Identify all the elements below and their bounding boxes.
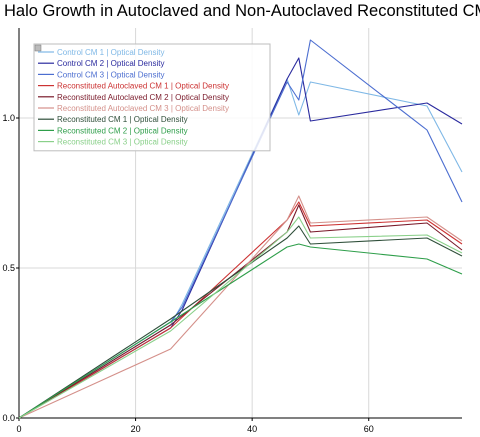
series-line-3 (18, 39, 463, 419)
legend-label: Control CM 1 | Optical Density (57, 48, 164, 57)
series-line-6 (18, 195, 463, 419)
x-tick-label: 40 (247, 424, 257, 434)
legend-box (33, 43, 271, 152)
legend-label: Reconstituted Autoclaved CM 1 | Optical … (57, 82, 229, 91)
series-line-7 (18, 225, 463, 419)
series-line-4 (18, 201, 463, 419)
x-tick-label: 60 (364, 424, 374, 434)
y-tick-label: 1.0 (2, 113, 15, 123)
series-line-1 (18, 78, 463, 419)
legend-label: Reconstituted CM 2 | Optical Density (57, 126, 188, 135)
series-line-5 (18, 204, 463, 419)
legend-handle-icon (34, 44, 42, 52)
legend-label: Control CM 2 | Optical Density (57, 59, 164, 68)
legend-label: Reconstituted Autoclaved CM 3 | Optical … (57, 104, 229, 113)
x-tick-label: 20 (131, 424, 141, 434)
x-tick-label: 0 (16, 424, 21, 434)
y-tick-label: 0.0 (2, 413, 15, 423)
legend-label: Control CM 3 | Optical Density (57, 70, 164, 79)
legend-label: Reconstituted CM 3 | Optical Density (57, 138, 188, 147)
y-tick-label: 0.5 (2, 263, 15, 273)
legend-label: Reconstituted Autoclaved CM 2 | Optical … (57, 93, 229, 102)
legend-label: Reconstituted CM 1 | Optical Density (57, 115, 188, 124)
chart-title: Halo Growth in Autoclaved and Non-Autocl… (4, 2, 480, 20)
series-line-2 (18, 57, 463, 419)
series-line-9 (18, 216, 463, 419)
series-line-8 (18, 243, 463, 419)
